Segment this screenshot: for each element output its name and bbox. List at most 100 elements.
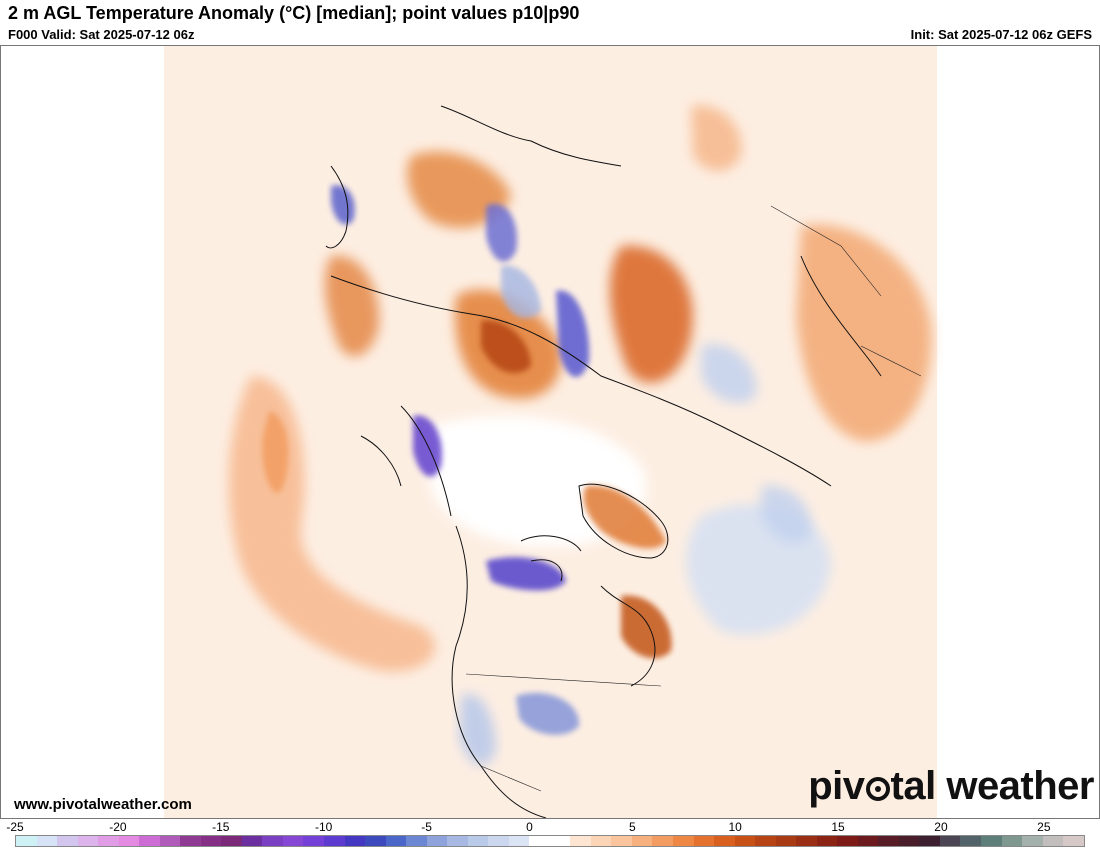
cool-anomaly-scandinavia bbox=[486, 203, 517, 262]
colorbar-swatch bbox=[631, 836, 653, 846]
colorbar-swatch bbox=[385, 836, 407, 846]
colorbar-swatch bbox=[755, 836, 776, 846]
warm-anomaly-nw-pacific bbox=[691, 105, 742, 171]
logo-o-icon bbox=[865, 777, 890, 801]
colorbar-swatch bbox=[221, 836, 242, 846]
colorbar-swatch bbox=[652, 836, 673, 846]
colorbar-tick-label: 5 bbox=[628, 820, 636, 834]
colorbar-tick-label: -5 bbox=[421, 820, 432, 834]
warm-anomaly-alaska bbox=[324, 255, 380, 357]
cool-anomaly-arctic-canada bbox=[486, 557, 566, 591]
coastline-alaska bbox=[360, 405, 452, 517]
coastline-hudson-bay bbox=[600, 585, 656, 687]
colorbar-swatch bbox=[488, 836, 509, 846]
colorbar-tick-label: 20 bbox=[934, 820, 948, 834]
colorbar-swatch bbox=[590, 836, 612, 846]
warm-anomaly-east-russia bbox=[609, 245, 693, 383]
colorbar-swatch bbox=[529, 836, 550, 846]
coastline-arctic-archipelago bbox=[520, 535, 582, 582]
colorbar-tick-label: 25 bbox=[1037, 820, 1051, 834]
warm-anomaly-north-europe bbox=[407, 151, 511, 228]
anomaly-map bbox=[164, 46, 937, 818]
colorbar-labels: -25 -20 -15 -10 -5 0 5 10 15 20 25 bbox=[6, 820, 1085, 834]
colorbar-swatch bbox=[673, 836, 694, 846]
cool-anomaly-atlantic-ne bbox=[761, 485, 812, 544]
colorbar-swatch bbox=[406, 836, 427, 846]
colorbar-swatch bbox=[426, 836, 448, 846]
cool-anomaly-west-siberia bbox=[501, 265, 541, 319]
colorbar-tick-label: 10 bbox=[728, 820, 742, 834]
border-us-mexico bbox=[480, 765, 542, 792]
colorbar-swatch bbox=[1063, 836, 1084, 846]
cool-anomaly-ural bbox=[556, 290, 590, 378]
colorbar-swatch bbox=[734, 836, 756, 846]
cool-anomaly-east-asia bbox=[701, 344, 757, 404]
coastline-europe bbox=[440, 105, 622, 167]
map-panel[interactable] bbox=[0, 45, 1100, 819]
colorbar bbox=[15, 835, 1085, 847]
colorbar-swatch bbox=[611, 836, 632, 846]
logo-text-start: piv bbox=[808, 764, 865, 808]
coastlines bbox=[325, 105, 882, 818]
website-url: www.pivotalweather.com bbox=[14, 796, 192, 813]
colorbar-tick-label: -25 bbox=[6, 820, 24, 834]
colorbar-swatch bbox=[878, 836, 899, 846]
warm-anomaly-siberia-core bbox=[481, 320, 531, 374]
colorbar-swatch bbox=[36, 836, 58, 846]
logo-text-end: tal weather bbox=[890, 764, 1095, 808]
colorbar-tick-label: -15 bbox=[212, 820, 230, 834]
colorbar-swatch bbox=[1001, 836, 1023, 846]
colorbar-swatch bbox=[796, 836, 817, 846]
colorbar-swatch bbox=[323, 836, 345, 846]
colorbar-swatch bbox=[159, 836, 181, 846]
colorbar-swatch bbox=[344, 836, 366, 846]
colorbar-swatch bbox=[77, 836, 99, 846]
colorbar-tick-label: 15 bbox=[831, 820, 845, 834]
political-borders bbox=[465, 205, 922, 792]
colorbar-swatch bbox=[303, 836, 324, 846]
border-asia-2 bbox=[860, 345, 922, 377]
colorbar-swatch bbox=[118, 836, 140, 846]
colorbar-swatch bbox=[857, 836, 879, 846]
colorbar-swatch bbox=[262, 836, 283, 846]
map-title: 2 m AGL Temperature Anomaly (°C) [median… bbox=[8, 3, 580, 23]
border-asia-1 bbox=[770, 205, 882, 297]
cool-anomaly-chukotka bbox=[331, 185, 355, 225]
warm-anomaly-hudson bbox=[621, 595, 672, 659]
border-us-canada bbox=[465, 673, 662, 687]
colorbar-swatch bbox=[837, 836, 858, 846]
colorbar-swatch bbox=[714, 836, 735, 846]
coastline-siberia bbox=[330, 275, 722, 427]
colorbar-tick-label: -20 bbox=[109, 820, 127, 834]
coastline-east-asia bbox=[720, 255, 882, 487]
colorbar-swatch bbox=[282, 836, 304, 846]
colorbar-swatch bbox=[365, 836, 386, 846]
coastline-north-america bbox=[451, 525, 547, 818]
pivotal-weather-logo: piv tal weather bbox=[808, 764, 1094, 809]
colorbar-swatch bbox=[16, 836, 37, 846]
colorbar-swatch bbox=[57, 836, 78, 846]
valid-time: F000 Valid: Sat 2025-07-12 06z bbox=[8, 27, 195, 42]
colorbar-swatch bbox=[180, 836, 201, 846]
colorbar-swatch bbox=[241, 836, 263, 846]
colorbar-swatch bbox=[898, 836, 920, 846]
colorbar-swatch bbox=[570, 836, 591, 846]
colorbar-swatch bbox=[919, 836, 940, 846]
colorbar-swatch bbox=[775, 836, 797, 846]
colorbar-swatch bbox=[98, 836, 119, 846]
colorbar-swatch bbox=[1042, 836, 1064, 846]
warm-anomaly-pacific-core bbox=[262, 411, 289, 493]
colorbar-swatch bbox=[447, 836, 468, 846]
cool-anomaly-us-plains bbox=[516, 692, 580, 735]
colorbar-swatch bbox=[816, 836, 838, 846]
init-time: Init: Sat 2025-07-12 06z GEFS bbox=[910, 27, 1092, 42]
colorbar-tick-label: 0 bbox=[526, 820, 533, 834]
colorbar-swatch bbox=[939, 836, 961, 846]
map-domain bbox=[164, 46, 937, 818]
colorbar-swatch bbox=[139, 836, 160, 846]
coastline-scandinavia bbox=[325, 165, 349, 249]
warm-anomaly-asia bbox=[796, 224, 932, 442]
colorbar-tick-label: -10 bbox=[314, 820, 333, 834]
colorbar-swatch bbox=[508, 836, 530, 846]
colorbar-swatch bbox=[960, 836, 981, 846]
